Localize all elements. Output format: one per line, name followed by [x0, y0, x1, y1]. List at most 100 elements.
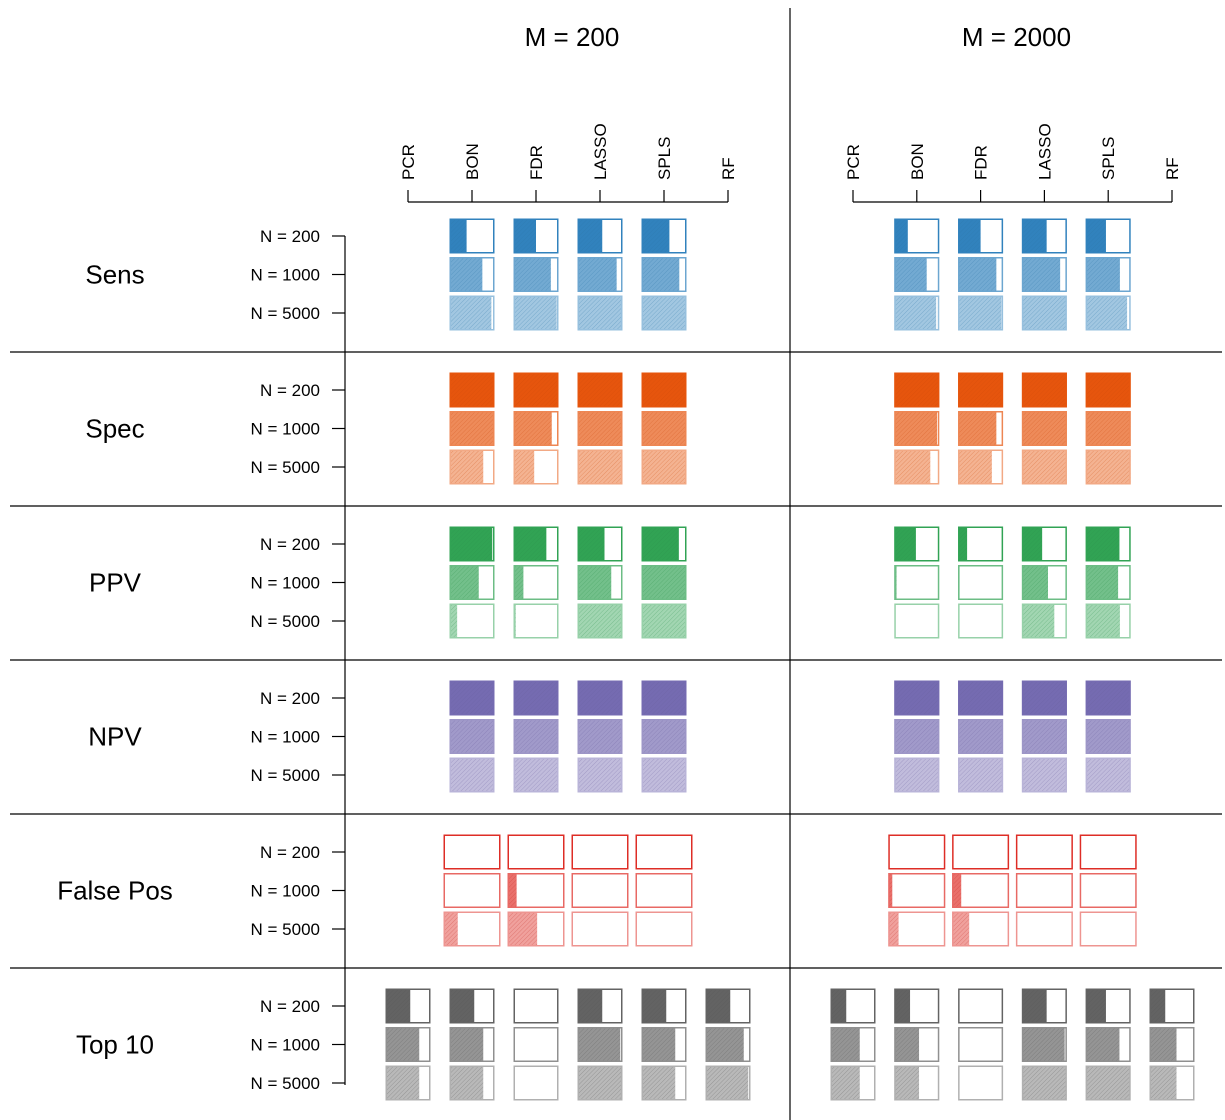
value-box: [1085, 449, 1131, 485]
value-bar-fill: [449, 449, 484, 485]
value-bar-fill: [577, 526, 605, 562]
value-box: [577, 372, 623, 408]
value-bar-fill: [1085, 257, 1120, 292]
method-tick-label: BON: [908, 143, 927, 180]
value-box: [641, 680, 687, 716]
value-box: [888, 873, 946, 908]
value-bar-fill: [894, 988, 911, 1024]
value-box: [449, 719, 495, 754]
value-bar-fill: [513, 295, 557, 331]
value-box: [577, 757, 623, 793]
value-bar-fill: [443, 911, 458, 947]
value-box: [888, 834, 946, 870]
metric-row: Spec N = 200 N = 1000 N = 5000: [85, 372, 1131, 485]
value-box: [577, 988, 623, 1024]
value-bar-fill: [894, 757, 940, 793]
value-box: [705, 988, 751, 1024]
value-bar-fill: [641, 1065, 676, 1101]
value-box: [513, 719, 559, 754]
value-box: [1021, 757, 1067, 793]
value-bar-fill: [507, 873, 517, 908]
value-bar-fill: [958, 295, 1002, 331]
value-box: [1085, 680, 1131, 716]
value-box: [1085, 526, 1131, 562]
value-box: [1021, 680, 1067, 716]
value-box: [513, 565, 559, 600]
value-bar-fill: [1021, 411, 1067, 446]
value-bar-fill: [577, 411, 623, 446]
value-bar-fill: [958, 372, 1004, 408]
value-box: [1021, 1065, 1067, 1101]
method-tick-label: RF: [1163, 157, 1182, 180]
value-bar-fill: [577, 719, 623, 754]
value-box: [1149, 988, 1195, 1024]
n-tick-label: N = 5000: [251, 458, 320, 477]
value-bar-fill: [894, 449, 931, 485]
value-box: [641, 565, 687, 600]
value-bar-fill: [1085, 603, 1120, 639]
value-box: [1021, 526, 1067, 562]
method-tick-label: LASSO: [1035, 123, 1054, 180]
value-box: [1021, 565, 1067, 600]
value-bar-fill: [641, 1027, 676, 1062]
value-box: [1021, 218, 1067, 254]
value-box: [571, 834, 629, 870]
value-box: [1085, 1065, 1131, 1101]
value-bar-fill: [577, 757, 623, 793]
value-box: [958, 988, 1004, 1024]
value-box: [952, 873, 1010, 908]
value-box: [1079, 834, 1137, 870]
value-bar-fill: [894, 257, 927, 292]
value-bar-fill: [1085, 449, 1131, 485]
value-box: [577, 680, 623, 716]
metric-row: Sens N = 200 N = 1000 N = 5000: [85, 218, 1131, 331]
value-bar-fill: [894, 372, 940, 408]
value-bar-fill: [894, 411, 938, 446]
value-bar-fill: [1021, 603, 1055, 639]
value-bar-fill: [1149, 988, 1166, 1024]
value-box: [958, 1065, 1004, 1101]
value-bar-fill: [1021, 1065, 1066, 1101]
value-box: [958, 411, 1004, 446]
value-box: [830, 988, 876, 1024]
value-box: [894, 295, 940, 331]
value-bar-fill: [449, 526, 493, 562]
value-bar-fill: [1085, 565, 1119, 600]
value-box: [449, 680, 495, 716]
value-box: [1021, 372, 1067, 408]
value-bar-fill: [1021, 757, 1067, 793]
value-box: [513, 295, 559, 331]
value-bar-fill: [513, 757, 559, 793]
value-bar-fill: [449, 1065, 484, 1101]
n-tick-label: N = 200: [260, 689, 320, 708]
n-tick-label: N = 1000: [251, 728, 320, 747]
value-box: [507, 911, 565, 947]
value-bar-fill: [641, 295, 686, 331]
value-bar-fill: [577, 218, 603, 254]
value-bar-fill: [449, 680, 495, 716]
value-box: [894, 449, 940, 485]
value-bar-fill: [1021, 257, 1061, 292]
n-tick-label: N = 200: [260, 843, 320, 862]
value-box: [894, 680, 940, 716]
value-bar-fill: [958, 757, 1004, 793]
value-box: [513, 757, 559, 793]
method-tick-label: LASSO: [591, 123, 610, 180]
value-bar-fill: [449, 1027, 484, 1062]
value-box: [1085, 295, 1131, 331]
n-tick-label: N = 5000: [251, 766, 320, 785]
value-box: [641, 257, 687, 292]
value-box: [958, 257, 1004, 292]
value-box: [577, 449, 623, 485]
value-box: [641, 988, 687, 1024]
value-box: [641, 218, 687, 254]
value-box: [641, 526, 687, 562]
value-box: [513, 680, 559, 716]
value-box: [1021, 988, 1067, 1024]
value-bar-fill: [513, 565, 524, 600]
value-box: [513, 449, 559, 485]
metric-rows: Sens N = 200 N = 1000 N = 5000 Spec N = 200 N …: [57, 218, 1195, 1101]
n-tick-label: N = 5000: [251, 612, 320, 631]
value-bar-fill: [888, 911, 899, 947]
